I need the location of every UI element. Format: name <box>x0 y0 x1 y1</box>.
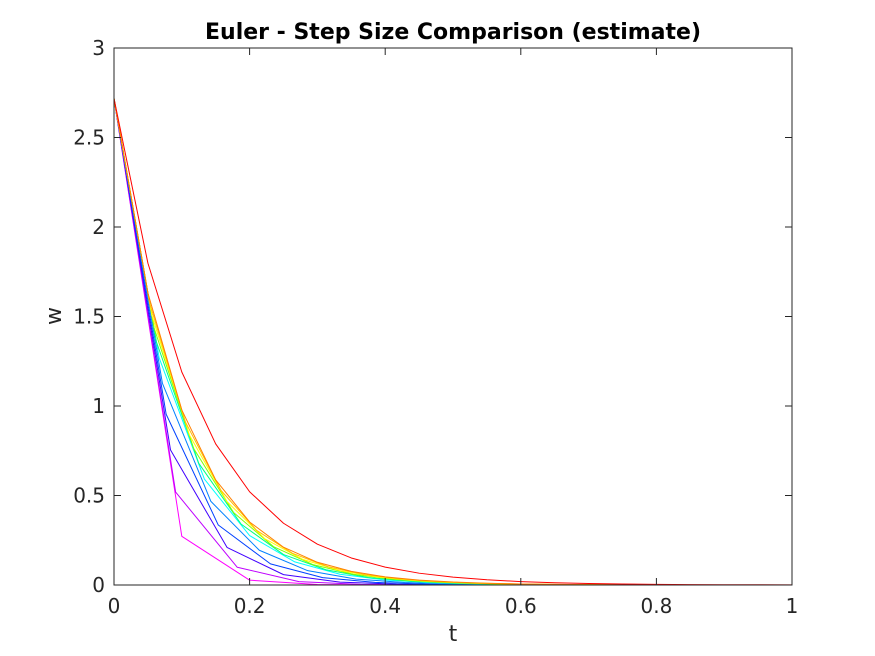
y-tick-label: 3 <box>92 36 105 60</box>
y-axis-label: w <box>42 307 67 325</box>
x-tick-label: 1 <box>786 594 799 618</box>
y-tick-label: 1 <box>92 394 105 418</box>
series-line-2 <box>113 98 792 586</box>
series-line-9 <box>113 98 792 586</box>
series-line-12 <box>113 98 793 586</box>
y-tick-label: 0 <box>92 573 105 597</box>
axes-box <box>113 47 793 586</box>
y-tick-label: 1.5 <box>73 305 105 329</box>
x-axis-label: t <box>449 622 458 647</box>
x-tick-label: 0 <box>108 594 121 618</box>
series-line-10 <box>113 98 792 586</box>
series-line-1 <box>113 98 792 586</box>
series-line-5 <box>113 98 792 586</box>
x-tick-label: 0.6 <box>505 594 537 618</box>
x-tick-label: 0.4 <box>369 594 401 618</box>
series-line-7 <box>113 98 792 586</box>
x-tick-label: 0.2 <box>234 594 266 618</box>
x-tick-label: 0.8 <box>640 594 672 618</box>
series-line-6 <box>113 98 792 586</box>
series-line-3 <box>113 98 792 586</box>
y-tick-label: 2 <box>92 215 105 239</box>
chart-title: Euler - Step Size Comparison (estimate) <box>205 20 701 45</box>
series-line-8 <box>113 98 792 586</box>
series-line-11 <box>113 98 792 586</box>
series-layer <box>113 98 793 586</box>
y-tick-label: 2.5 <box>73 126 105 150</box>
y-tick-label: 0.5 <box>73 484 105 508</box>
series-line-4 <box>113 98 792 586</box>
ticks-layer: 0 0.2 0.4 0.6 0.8 1 0 0.5 1 1.5 2 2.5 3 <box>73 36 798 618</box>
